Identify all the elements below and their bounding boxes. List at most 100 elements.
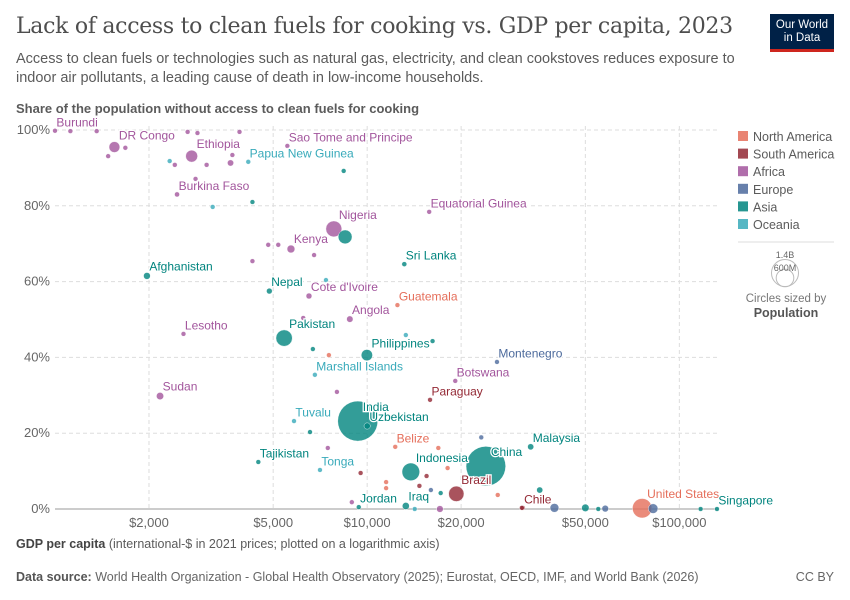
data-label: Botswana	[457, 365, 510, 379]
data-point	[427, 397, 433, 403]
legend-swatch	[738, 131, 748, 141]
data-point	[210, 204, 216, 210]
data-label: Uzbekistan	[369, 410, 428, 424]
data-point	[249, 199, 256, 205]
data-point	[300, 315, 306, 321]
x-tick-label: $2,000	[129, 515, 169, 530]
data-point	[334, 389, 340, 395]
data-point	[416, 483, 422, 489]
data-point	[435, 445, 441, 451]
data-label: Belize	[397, 431, 430, 445]
data-label: Burkina Faso	[179, 179, 250, 193]
data-point	[236, 129, 243, 135]
data-point	[275, 329, 293, 347]
data-point	[465, 446, 506, 487]
data-point	[536, 486, 543, 494]
data-point	[323, 277, 329, 283]
data-point	[266, 287, 273, 295]
logo-line1: Our World	[775, 19, 829, 31]
source-text: World Health Organization - Global Healt…	[95, 570, 699, 584]
data-point	[311, 252, 317, 258]
data-point	[249, 258, 256, 264]
legend-label: North America	[753, 130, 832, 144]
data-point	[445, 465, 451, 471]
data-label: Equatorial Guinea	[431, 196, 527, 210]
data-point	[192, 176, 199, 182]
size-legend-small	[775, 268, 795, 288]
data-label: Chile	[524, 492, 552, 506]
data-label: DR Congo	[119, 129, 175, 143]
license[interactable]: CC BY	[795, 570, 834, 584]
data-label: India	[363, 400, 389, 414]
x-tick-label: $10,000	[344, 515, 391, 530]
data-label: Afghanistan	[149, 259, 212, 273]
data-point	[108, 141, 121, 153]
data-point	[363, 422, 371, 430]
data-point	[337, 400, 378, 442]
data-point	[291, 418, 297, 424]
chart-subtitle: Access to clean fuels or technologies su…	[16, 51, 735, 86]
size-legend-variable: Population	[754, 306, 819, 320]
x-tick-label: $100,000	[652, 515, 706, 530]
data-point	[284, 143, 290, 149]
data-label: Pakistan	[289, 317, 335, 331]
data-point	[143, 272, 151, 280]
data-label: Indonesia	[416, 451, 468, 465]
size-legend-large-label: 1.4B	[776, 250, 795, 260]
x-tick-label: $20,000	[438, 515, 485, 530]
data-point	[204, 162, 210, 168]
data-label: Guatemala	[399, 290, 458, 304]
size-legend-title: Circles sized by	[746, 293, 827, 305]
data-label: Sudan	[163, 379, 198, 393]
data-point	[698, 506, 704, 512]
data-label: Paraguay	[431, 384, 482, 398]
data-point	[286, 244, 296, 254]
legend-swatch	[738, 201, 748, 212]
data-point	[194, 130, 201, 136]
data-point	[358, 470, 364, 476]
x-axis-title: GDP per capita (international-$ in 2021 …	[16, 537, 440, 551]
data-point	[581, 503, 590, 512]
data-point	[227, 159, 234, 167]
data-point	[595, 506, 601, 512]
y-axis-title: Share of the population without access t…	[16, 101, 420, 116]
x-tick-label: $5,000	[253, 515, 293, 530]
data-point	[172, 162, 178, 168]
data-point	[383, 485, 389, 491]
data-point	[307, 429, 313, 435]
data-point	[428, 487, 434, 493]
owid-logo[interactable]: Our World in Data	[770, 14, 834, 52]
y-tick-label: 80%	[24, 198, 50, 213]
data-label: Iraq	[408, 489, 429, 503]
data-point	[312, 372, 318, 378]
data-point	[423, 473, 430, 479]
data-label: Cote d'Ivoire	[311, 280, 378, 294]
data-label: Montenegro	[498, 347, 562, 361]
data-label: Brazil	[461, 473, 491, 487]
data-point	[185, 149, 198, 163]
y-tick-label: 100%	[17, 122, 51, 137]
x-axis-title-main: GDP per capita	[16, 537, 106, 551]
data-label: Burundi	[56, 115, 97, 129]
data-label: Sao Tome and Principe	[289, 131, 413, 145]
data-point	[167, 158, 173, 164]
data-label: Sri Lanka	[406, 249, 457, 263]
data-point	[180, 331, 187, 337]
data-label: Malaysia	[533, 431, 581, 445]
data-point	[549, 503, 560, 513]
size-legend-small-label: 600M	[774, 263, 797, 273]
data-point	[401, 462, 420, 481]
data-label: Jordan	[360, 492, 397, 506]
data-point	[338, 229, 353, 244]
legend-swatch	[738, 148, 748, 159]
data-point	[648, 503, 659, 514]
data-point	[94, 128, 100, 134]
legend-label: Africa	[753, 165, 785, 179]
data-point	[383, 479, 389, 485]
y-tick-label: 60%	[24, 274, 50, 289]
data-point	[392, 444, 398, 450]
data-point	[448, 485, 465, 502]
y-tick-label: 0%	[31, 501, 50, 516]
data-point	[275, 242, 281, 248]
data-point	[402, 502, 410, 510]
